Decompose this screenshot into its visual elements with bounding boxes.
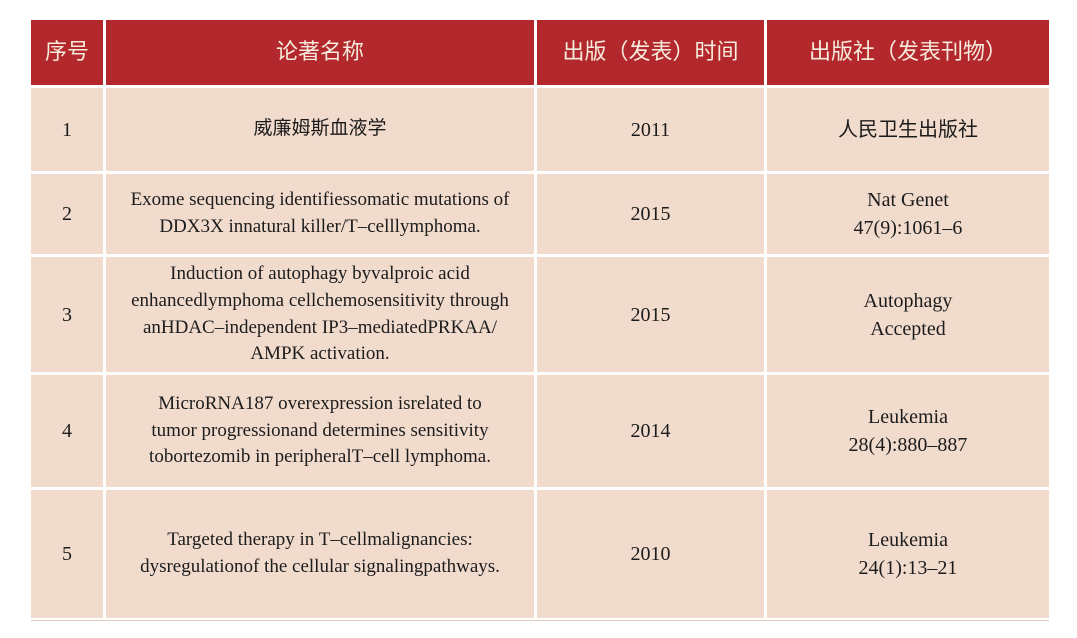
row-title: MicroRNA187 overexpression isrelated to … <box>106 375 534 487</box>
row-title: Targeted therapy in T–cellmalignancies: … <box>106 490 534 618</box>
row-year: 2014 <box>537 375 764 487</box>
row-index: 4 <box>31 375 103 487</box>
row-publisher: Leukemia 28(4):880–887 <box>767 375 1049 487</box>
row-year: 2015 <box>537 174 764 254</box>
row-index: 2 <box>31 174 103 254</box>
header-cell-title: 论著名称 <box>106 20 534 85</box>
row-title: Induction of autophagy byvalproic acid e… <box>106 257 534 372</box>
header-cell-index: 序号 <box>31 20 103 85</box>
row-year: 2011 <box>537 88 764 171</box>
header-cell-publisher: 出版社（发表刊物） <box>767 20 1049 85</box>
row-publisher: Leukemia 24(1):13–21 <box>767 490 1049 618</box>
row-index: 3 <box>31 257 103 372</box>
row-index: 5 <box>31 490 103 618</box>
row-title: 威廉姆斯血液学 <box>106 88 534 171</box>
row-year: 2010 <box>537 490 764 618</box>
row-index: 1 <box>31 88 103 171</box>
row-publisher: 人民卫生出版社 <box>767 88 1049 171</box>
row-title: Exome sequencing identifiessomatic mutat… <box>106 174 534 254</box>
table-bottom-rule <box>31 620 1049 621</box>
row-publisher: Nat Genet 47(9):1061–6 <box>767 174 1049 254</box>
header-cell-time: 出版（发表）时间 <box>537 20 764 85</box>
row-year: 2015 <box>537 257 764 372</box>
publications-table: 序号 论著名称 出版（发表）时间 出版社（发表刊物） 1 威廉姆斯血液学 201… <box>31 20 1049 618</box>
row-publisher: Autophagy Accepted <box>767 257 1049 372</box>
